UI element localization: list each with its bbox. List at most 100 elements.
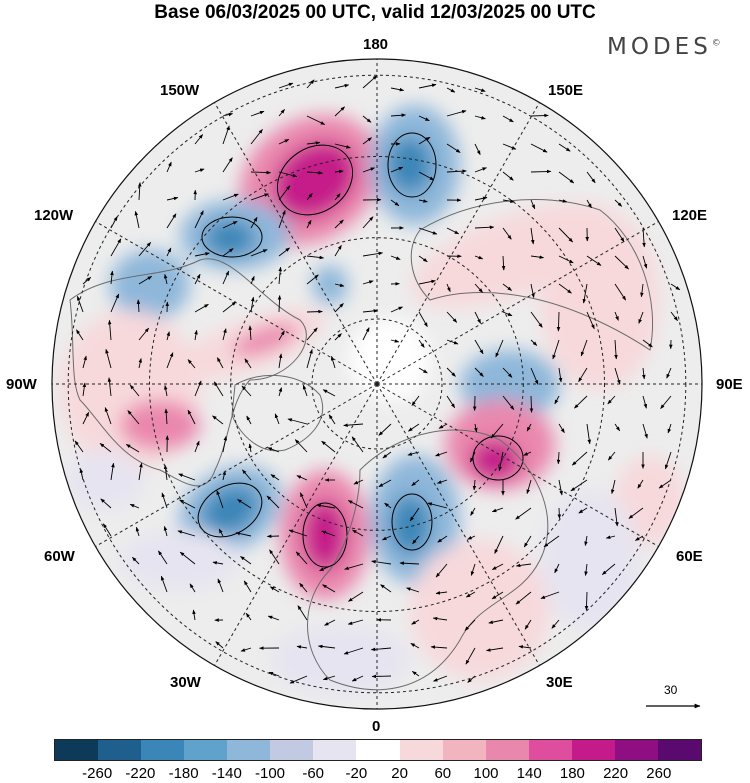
meridian-line: [214, 383, 378, 666]
wind-vector: [498, 451, 504, 472]
wind-vector: [321, 440, 336, 453]
wind-vector: [343, 647, 364, 655]
wind-vector: [642, 339, 653, 348]
wind-vector: [194, 329, 198, 341]
contour-line: [201, 216, 263, 258]
wind-vector: [582, 283, 588, 304]
colorbar-tick-label: 180: [559, 765, 585, 782]
wind-vector: [406, 587, 420, 593]
wind-vector: [278, 138, 290, 145]
wind-vector: [306, 327, 318, 341]
lon-label-150e: 150E: [548, 82, 584, 99]
wind-vector: [571, 451, 588, 466]
wind-vector: [529, 395, 534, 413]
map-border: [51, 58, 703, 710]
wind-vector: [110, 238, 122, 257]
wind-vector: [322, 584, 336, 593]
wind-vector: [418, 171, 435, 181]
wind-vector: [558, 255, 574, 264]
polar-map: [51, 58, 703, 710]
wind-vector: [352, 529, 364, 537]
wind-vector: [474, 255, 484, 260]
wind-vector: [334, 303, 344, 313]
meridian-line: [95, 383, 378, 547]
colorbar-segment: [528, 740, 572, 760]
wind-vector: [187, 409, 196, 425]
wind-vector: [250, 170, 272, 175]
wind-vector: [362, 137, 372, 145]
wind-vector: [321, 530, 336, 537]
colorbar-tick-label: -220: [125, 765, 156, 782]
wind-vector: [296, 475, 308, 481]
wind-vector: [244, 358, 252, 369]
wind-vector: [515, 591, 532, 605]
wind-vector: [362, 75, 378, 89]
wind-vector: [418, 199, 428, 203]
wind-vector: [614, 367, 621, 385]
wind-vector: [295, 551, 308, 565]
wind-vector: [242, 469, 252, 481]
wind-vector: [104, 407, 112, 425]
wind-vector: [222, 112, 234, 117]
wind-vector: [469, 451, 476, 463]
wind-vector: [446, 311, 458, 323]
wind-vector: [163, 385, 168, 397]
wind-vector: [306, 219, 312, 229]
wind-vector: [297, 605, 308, 621]
wind-vector: [474, 311, 482, 324]
anomaly-blob: [270, 625, 410, 695]
wind-vector: [163, 525, 168, 537]
wind-vector: [411, 479, 420, 487]
wind-vector: [430, 645, 448, 649]
wind-vector: [570, 479, 588, 492]
wind-vector: [243, 580, 252, 593]
wind-vector: [390, 113, 407, 117]
wind-vector: [586, 423, 592, 445]
map-disk: [52, 59, 702, 709]
lon-label-120e: 120E: [672, 207, 708, 224]
wind-vector: [129, 503, 140, 509]
wind-vector: [474, 339, 484, 355]
wind-vector: [322, 675, 336, 681]
modes-logo: MODES©: [607, 34, 721, 60]
anomaly-blob: [205, 220, 255, 256]
wind-vector: [666, 367, 672, 379]
wind-vector: [418, 339, 425, 348]
wind-vector: [380, 584, 392, 593]
wind-vector: [215, 641, 224, 649]
wind-vector: [502, 171, 514, 181]
wind-vector: [474, 87, 486, 92]
wind-vector: [246, 415, 252, 425]
wind-vector: [526, 423, 532, 432]
wind-vector: [76, 329, 84, 341]
anomaly-blob: [312, 265, 348, 305]
wind-vector: [433, 675, 448, 682]
wind-vector: [530, 113, 549, 118]
wind-vector: [411, 619, 420, 625]
wind-vector: [501, 255, 506, 271]
lon-label-60e: 60E: [676, 548, 703, 565]
wind-vector: [362, 115, 372, 123]
wind-vector: [216, 357, 224, 369]
wind-vector: [412, 535, 420, 545]
wind-vector: [322, 389, 336, 397]
wind-vector: [306, 79, 315, 89]
wind-vector: [515, 563, 532, 568]
wind-vector: [530, 143, 548, 153]
wind-vector: [334, 193, 341, 201]
meridian-line: [376, 383, 540, 666]
colorbar-tick-label: 100: [473, 765, 499, 782]
wind-vector: [306, 141, 321, 145]
colorbar-segment: [184, 740, 228, 760]
wind-vector: [179, 499, 196, 509]
wind-vector: [474, 115, 486, 120]
wind-vector: [222, 125, 230, 145]
wind-vector: [556, 311, 561, 332]
wind-vector: [334, 106, 345, 117]
wind-vector: [530, 311, 543, 328]
wind-vector: [558, 479, 563, 496]
wind-vector: [607, 395, 616, 405]
wind-vector: [614, 311, 619, 321]
wind-vector: [558, 171, 575, 184]
wind-vector: [390, 255, 401, 260]
